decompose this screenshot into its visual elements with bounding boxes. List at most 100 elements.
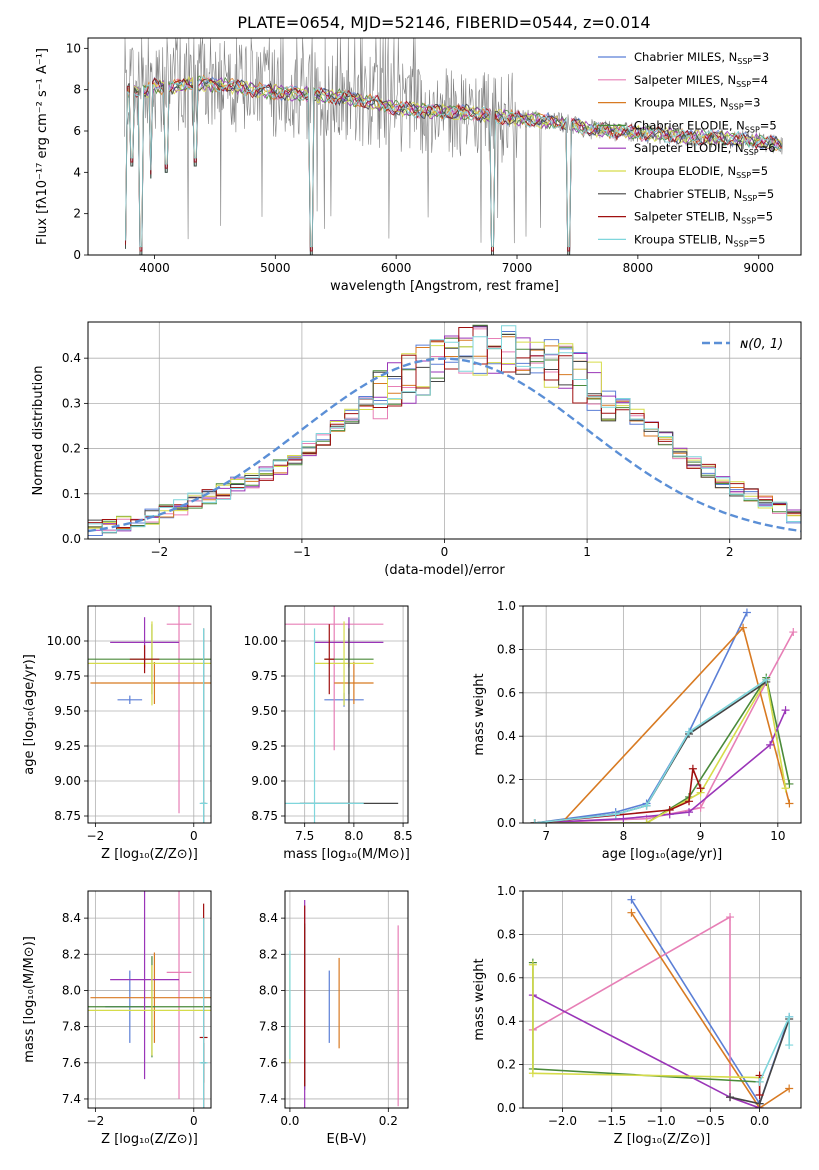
weight-point bbox=[742, 608, 751, 617]
weight-point bbox=[785, 1012, 794, 1021]
weight-point bbox=[755, 1090, 764, 1099]
axes-frame bbox=[284, 890, 409, 1109]
weight-point bbox=[726, 913, 735, 922]
legend-entry: Salpeter STELIB, NSSP=5 bbox=[634, 210, 773, 226]
weight-point bbox=[627, 908, 636, 917]
mass_vs_ebv-panel: 0.0 0.2 7.4 7.6 7.8 8.0 8.2 8.4 E(B-V) bbox=[259, 890, 409, 1147]
x-tick-label: −2 bbox=[150, 545, 168, 559]
normal-curve bbox=[88, 357, 801, 533]
legend-entry: Salpeter ELODIE, NSSP=6 bbox=[634, 141, 776, 157]
mass_vs_ebv-marks bbox=[289, 900, 399, 1108]
y-tick-label: 0.3 bbox=[62, 396, 81, 410]
age_vs_mass-panel: 7.5 8.0 8.5 8.75 9.00 9.25 9.50 9.75 10.00 mass [… bbox=[244, 605, 413, 862]
y-tick-label: 10.00 bbox=[47, 634, 81, 648]
spectrum-legend: Chabrier MILES, NSSP=3 Salpeter MILES, NS… bbox=[598, 50, 777, 248]
y-tick-label: 8.2 bbox=[259, 947, 278, 961]
y-tick-label: 8.0 bbox=[62, 983, 81, 997]
y-axis-label: age [log₁₀(age/yr)] bbox=[22, 654, 37, 775]
y-tick-label: 9.50 bbox=[251, 704, 278, 718]
weight-point bbox=[696, 784, 705, 793]
legend-text: Kroupa STELIB, N bbox=[634, 232, 734, 246]
y-axis-label: mass weight bbox=[472, 673, 487, 755]
weight-point bbox=[766, 740, 775, 749]
weight-line bbox=[534, 679, 767, 823]
x-axis-label: (data-model)/error bbox=[384, 563, 505, 578]
y-tick-label: 7.6 bbox=[62, 1056, 81, 1070]
legend-entry: Kroupa STELIB, NSSP=5 bbox=[634, 232, 765, 248]
legend-text: Chabrier ELODIE, N bbox=[634, 118, 745, 132]
y-tick-label: 7.8 bbox=[62, 1020, 81, 1034]
weight-line bbox=[534, 631, 795, 823]
y-tick-label: 10.00 bbox=[244, 634, 278, 648]
weight-point bbox=[530, 819, 539, 823]
model-spectrum bbox=[125, 76, 782, 248]
y-tick-label: 6 bbox=[73, 124, 81, 138]
x-axis-label: Z [log₁₀(Z/Z⊙)] bbox=[101, 1132, 198, 1147]
legend-entry: Kroupa ELODIE, NSSP=5 bbox=[634, 164, 768, 180]
x-tick-label: 9000 bbox=[743, 261, 774, 275]
y-tick-label: 0.6 bbox=[497, 686, 516, 700]
legend-sub: SSP bbox=[744, 148, 759, 157]
y-tick-label: 9.75 bbox=[54, 669, 81, 683]
y-tick-label: 0.8 bbox=[497, 927, 516, 941]
age_vs_mass-marks bbox=[285, 606, 399, 823]
legend-tail: =4 bbox=[751, 73, 768, 87]
x-tick-label: −0.5 bbox=[696, 1114, 725, 1128]
weight-point bbox=[685, 727, 694, 736]
axes-frame bbox=[87, 605, 212, 824]
y-tick-label: 9.00 bbox=[54, 774, 81, 788]
x-tick-label: 8000 bbox=[623, 261, 654, 275]
weight-point bbox=[611, 810, 620, 819]
model-spectrum bbox=[125, 75, 783, 248]
x-tick-label: 9 bbox=[697, 829, 705, 843]
x-axis-label: Z [log₁₀(Z/Z⊙)] bbox=[614, 1132, 711, 1147]
x-tick-label: 4000 bbox=[139, 261, 170, 275]
y-tick-label: 7.4 bbox=[62, 1092, 81, 1106]
weight-point bbox=[755, 1099, 764, 1108]
legend-entry: Chabrier STELIB, NSSP=5 bbox=[634, 187, 774, 203]
weight_vs_age-panel: 7 8 9 10 0.0 0.2 0.4 0.6 0.8 1.0 age [log₁₀(age/yr… bbox=[472, 599, 802, 862]
y-tick-label: 8.4 bbox=[259, 911, 278, 925]
legend-entry: ɴ(0, 1) bbox=[740, 337, 783, 352]
y-tick-label: 7.4 bbox=[259, 1092, 278, 1106]
y-axis-label: Normed distribution bbox=[31, 366, 46, 496]
legend-entry: Chabrier MILES, NSSP=3 bbox=[634, 50, 769, 66]
legend-sub: SSP bbox=[745, 125, 760, 134]
x-tick-label: −2 bbox=[87, 829, 105, 843]
x-tick-label: 1 bbox=[583, 545, 591, 559]
weight-point bbox=[781, 706, 790, 715]
x-axis-label: mass [log₁₀(M/M⊙)] bbox=[283, 847, 410, 862]
y-tick-label: 0.0 bbox=[497, 1101, 516, 1115]
y-axis-label: mass weight bbox=[472, 958, 487, 1040]
x-tick-label: 10 bbox=[770, 829, 785, 843]
legend-entry: Kroupa MILES, NSSP=3 bbox=[634, 96, 760, 112]
weight-point bbox=[762, 675, 771, 684]
x-axis-label: E(B-V) bbox=[326, 1132, 366, 1147]
x-tick-label: 5000 bbox=[260, 261, 291, 275]
x-tick-label: 0 bbox=[441, 545, 449, 559]
legend-text: Kroupa MILES, N bbox=[634, 96, 729, 110]
axes-frame bbox=[522, 605, 802, 824]
weight-point bbox=[785, 1041, 794, 1050]
legend-entry: Salpeter MILES, NSSP=4 bbox=[634, 73, 768, 89]
y-tick-label: 0.4 bbox=[62, 351, 81, 365]
y-tick-label: 7.8 bbox=[259, 1020, 278, 1034]
mass_vs_Z-marks bbox=[88, 891, 211, 1108]
weight-line bbox=[532, 962, 760, 1083]
residuals-marks bbox=[88, 324, 801, 536]
weight-line bbox=[630, 912, 790, 1108]
x-tick-label: 2 bbox=[726, 545, 734, 559]
x-tick-label: 7000 bbox=[502, 261, 533, 275]
y-tick-label: 9.25 bbox=[54, 739, 81, 753]
y-axis-label: mass [log₁₀(M/M⊙)] bbox=[22, 936, 37, 1063]
y-tick-label: 0.4 bbox=[497, 729, 516, 743]
axes-frame bbox=[87, 890, 212, 1109]
y-tick-label: 8.0 bbox=[259, 983, 278, 997]
y-tick-label: 9.50 bbox=[54, 704, 81, 718]
x-axis-label: wavelength [Angstrom, rest frame] bbox=[330, 279, 559, 294]
weight-line bbox=[532, 994, 760, 1108]
y-tick-label: 8.2 bbox=[62, 947, 81, 961]
x-tick-label: 0.0 bbox=[280, 1114, 299, 1128]
weight-point bbox=[665, 805, 674, 814]
